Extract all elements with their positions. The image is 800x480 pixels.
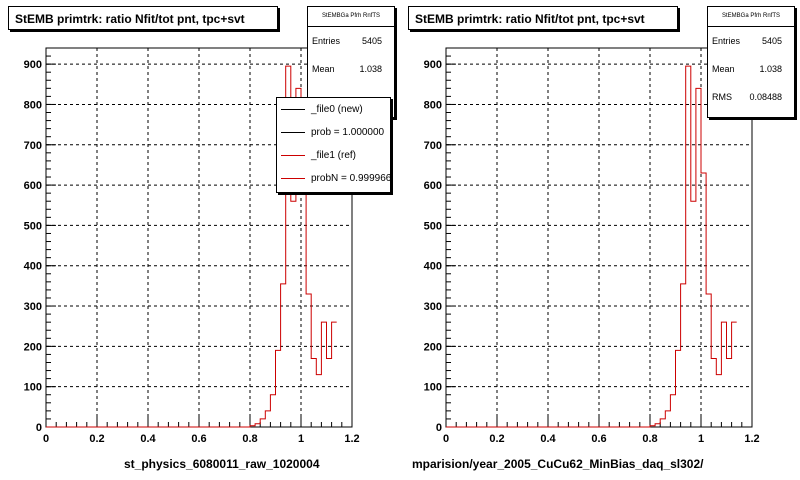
x-axis-title-right: mparision/year_2005_CuCu62_MinBias_daq_s… (412, 457, 704, 471)
stats-mean-value: 1.038 (359, 64, 382, 74)
legend-label: _file1 (ref) (311, 150, 357, 161)
y-tick-label: 400 (24, 261, 42, 273)
y-tick-label: 500 (24, 220, 42, 232)
stats-entries-row-right: Entries 5405 (708, 27, 794, 55)
stats-rms-value: 0.08488 (749, 92, 782, 102)
x-tick-label: 0.4 (140, 433, 156, 445)
y-tick-label: 300 (424, 301, 442, 313)
x-tick-label: 1 (298, 433, 304, 445)
y-tick-label: 600 (24, 180, 42, 192)
x-tick-label: 1 (698, 433, 704, 445)
x-tick-label: 0 (43, 433, 49, 445)
legend-item-prob: prob = 1.000000 (277, 121, 390, 144)
x-tick-label: 1.2 (344, 433, 359, 445)
histogram-plot-right: 0 0.2 0.4 0.6 0.8 1 1.2 0 100 200 300 400 500 600 700 8… (424, 47, 760, 445)
stats-mean-row-left: Mean 1.038 (308, 55, 394, 83)
legend-label: probN = 0.999966 (311, 173, 391, 184)
legend-line-black (281, 132, 305, 133)
legend-line-red (281, 155, 305, 156)
y-tick-label: 200 (24, 341, 42, 353)
legend-line-red (281, 178, 305, 179)
y-tick-label: 100 (424, 382, 442, 394)
x-tick-label: 0.6 (591, 433, 606, 445)
stats-mean-row-right: Mean 1.038 (708, 55, 794, 83)
y-tick-label: 500 (424, 220, 442, 232)
legend-line-black (281, 109, 305, 110)
legend-label: prob = 1.000000 (311, 127, 385, 138)
stats-name-left: StEMBGa Pfrh RnfTS (308, 7, 394, 27)
chart-title-left: StEMB primtrk: ratio Nfit/tot pnt, tpc+s… (8, 6, 278, 30)
y-tick-label: 200 (424, 341, 442, 353)
y-tick-label: 900 (24, 59, 42, 71)
legend-item-probn: probN = 0.999966 (277, 167, 390, 190)
stats-mean-label: Mean (712, 64, 735, 74)
stats-name-right: StEMBGa Pfrh RnfTS (708, 7, 794, 27)
stats-entries-value: 5405 (361, 36, 382, 46)
y-tick-label: 700 (24, 140, 42, 152)
y-tick-label: 600 (424, 180, 442, 192)
stats-box-right: StEMBGa Pfrh RnfTS Entries 5405 Mean 1.0… (707, 6, 795, 118)
y-tick-label: 800 (24, 99, 42, 111)
y-tick-label: 800 (424, 99, 442, 111)
stats-entries-label: Entries (712, 36, 741, 46)
y-tick-label: 700 (424, 140, 442, 152)
histogram-panel-right: 0 0.2 0.4 0.6 0.8 1 1.2 0 100 200 300 400 500 600 700 8… (400, 0, 800, 480)
x-tick-label: 0.2 (489, 433, 504, 445)
y-tick-label: 0 (436, 422, 442, 434)
x-tick-label: 0.2 (89, 433, 104, 445)
histogram-series (446, 65, 737, 428)
legend-label: _file0 (new) (311, 104, 363, 115)
stats-entries-row-left: Entries 5405 (308, 27, 394, 55)
x-tick-label: 0.6 (191, 433, 206, 445)
legend-item-new: _file0 (new) (277, 98, 390, 121)
legend-item-ref: _file1 (ref) (277, 144, 390, 167)
y-tick-label: 900 (424, 59, 442, 71)
x-tick-label: 0.8 (642, 433, 657, 445)
stats-rms-label: RMS (712, 92, 732, 102)
stats-entries-value: 5405 (761, 36, 782, 46)
x-tick-label: 0.8 (242, 433, 257, 445)
x-axis-title-left: st_physics_6080011_raw_1020004 (124, 457, 320, 471)
y-tick-label: 100 (24, 382, 42, 394)
legend-box: _file0 (new) prob = 1.000000 _file1 (ref… (276, 97, 391, 193)
x-tick-label: 0.4 (540, 433, 556, 445)
x-tick-label: 0 (443, 433, 449, 445)
chart-title-right: StEMB primtrk: ratio Nfit/tot pnt, tpc+s… (408, 6, 678, 30)
stats-mean-value: 1.038 (759, 64, 782, 74)
stats-mean-label: Mean (312, 64, 335, 74)
y-tick-label: 400 (424, 261, 442, 273)
x-tick-label: 1.2 (744, 433, 759, 445)
stats-rms-row-right: RMS 0.08488 (708, 83, 794, 111)
histogram-panel-left: 0 0.2 0.4 0.6 0.8 1 1.2 0 100 200 300 400 500 600 700 8… (8, 6, 395, 471)
y-tick-label: 0 (36, 422, 42, 434)
y-tick-label: 300 (24, 301, 42, 313)
stats-entries-label: Entries (312, 36, 341, 46)
